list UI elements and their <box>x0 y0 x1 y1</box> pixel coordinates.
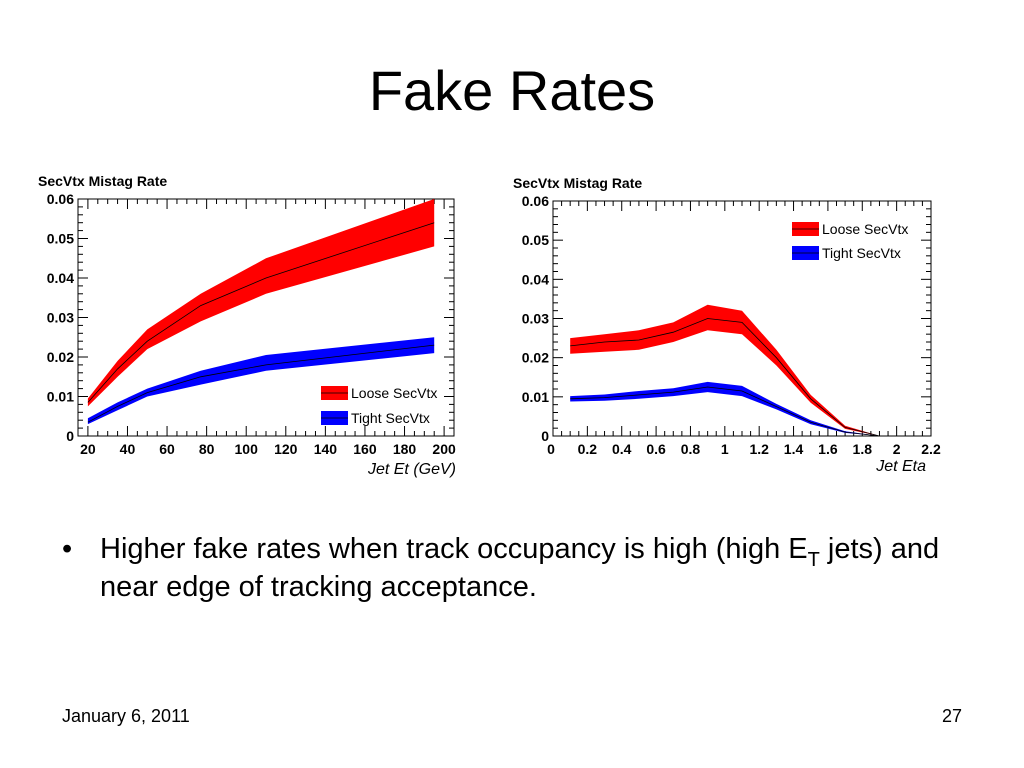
line-tight-secvtx <box>87 344 435 423</box>
y-tick-label: 0.05 <box>47 231 74 247</box>
x-tick-label: 60 <box>159 441 175 457</box>
chart-jet-et: 0 0.01 0.02 0.03 0.04 0.05 0.06 20 40 60 80 100 120 1… <box>38 173 456 478</box>
x-tick-label: 1.6 <box>818 441 838 457</box>
legend-label-loose-secvtx: Loose SecVtx <box>351 385 437 401</box>
bullet-text-main: Higher fake rates when track occupancy i… <box>100 533 808 565</box>
y-tick-label: 0 <box>66 428 74 444</box>
x-tick-label: 0.6 <box>646 441 666 457</box>
y-tick-label: 0.05 <box>522 232 549 248</box>
bullet-symbol: • <box>62 533 73 565</box>
x-tick-label: 2.2 <box>921 441 941 457</box>
legend-label-tight-secvtx: Tight SecVtx <box>822 245 901 261</box>
x-tick-label: 1.4 <box>784 441 804 457</box>
y-axis-title: SecVtx Mistag Rate <box>513 175 642 191</box>
x-tick-label: 180 <box>393 441 417 457</box>
line-loose-secvtx <box>87 222 435 403</box>
slide-title: Fake Rates <box>368 59 656 122</box>
x-tick-label: 80 <box>199 441 215 457</box>
legend-label-loose-secvtx: Loose SecVtx <box>822 221 908 237</box>
x-tick-label: 1.8 <box>853 441 873 457</box>
y-tick-label: 0.02 <box>522 350 549 366</box>
x-tick-label: 20 <box>80 441 96 457</box>
y-tick-label: 0.03 <box>522 311 549 327</box>
y-tick-label: 0.06 <box>522 193 549 209</box>
y-tick-label: 0.04 <box>47 270 74 286</box>
x-tick-label: 2 <box>893 441 901 457</box>
x-tick-label: 200 <box>432 441 456 457</box>
y-tick-label: 0.06 <box>47 191 74 207</box>
band-loose-secvtx <box>570 304 880 436</box>
y-tick-label: 0.01 <box>522 389 549 405</box>
x-tick-label: 140 <box>314 441 338 457</box>
legend-label-tight-secvtx: Tight SecVtx <box>351 410 430 426</box>
band-loose-secvtx <box>87 199 435 407</box>
chart-jet-eta: 0 0.01 0.02 0.03 0.04 0.05 0.06 0 0.2 0.4 0.6 0.8 1 1… <box>513 175 941 475</box>
y-tick-label: 0.04 <box>522 271 549 287</box>
x-axis-title: Jet Eta <box>875 458 926 475</box>
y-axis-title: SecVtx Mistag Rate <box>38 173 167 189</box>
x-tick-label: 40 <box>120 441 136 457</box>
footer-page-number: 27 <box>941 706 962 726</box>
bullet-text-subscript: T <box>807 549 820 571</box>
footer-date: January 6, 2011 <box>62 706 190 726</box>
x-axis-title: Jet Et (GeV) <box>367 461 456 478</box>
band-tight-secvtx <box>87 337 435 425</box>
y-tick-label: 0.03 <box>47 310 74 326</box>
band-tight-secvtx <box>570 381 880 436</box>
y-tick-label: 0.02 <box>47 349 74 365</box>
x-tick-label: 1.2 <box>749 441 769 457</box>
bullet-text-rest: jets) and near edge of tracking acceptan… <box>100 533 940 603</box>
y-tick-label: 0.01 <box>47 389 74 405</box>
x-tick-label: 1 <box>721 441 729 457</box>
x-tick-label: 0 <box>547 441 555 457</box>
x-tick-label: 0.4 <box>612 441 632 457</box>
line-tight-secvtx <box>570 386 880 437</box>
x-tick-label: 120 <box>274 441 298 457</box>
line-loose-secvtx <box>570 318 880 437</box>
y-tick-label: 0 <box>541 428 549 444</box>
x-tick-label: 100 <box>235 441 259 457</box>
bullet-text: Higher fake rates when track occupancy i… <box>100 530 960 606</box>
x-tick-label: 0.2 <box>578 441 598 457</box>
x-tick-label: 160 <box>353 441 377 457</box>
x-tick-label: 0.8 <box>681 441 701 457</box>
